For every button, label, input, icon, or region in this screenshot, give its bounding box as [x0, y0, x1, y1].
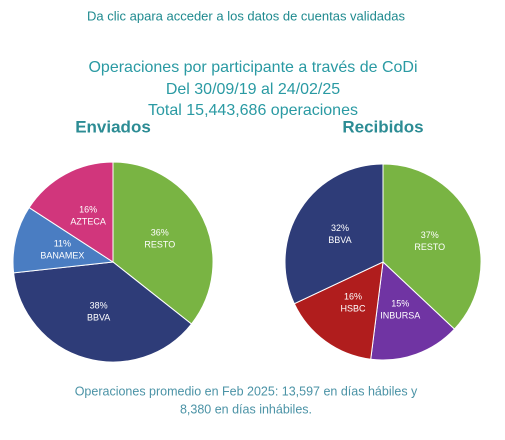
period: Del 30/09/19 al 24/02/25 — [166, 81, 340, 98]
slice-label: BBVA — [87, 312, 110, 322]
pie-title: Recibidos — [342, 117, 423, 136]
pie-slice — [28, 161, 114, 263]
pie-slice — [293, 261, 384, 360]
total: Total 15,443,686 operaciones — [148, 102, 358, 119]
slice-percent: 11% — [54, 238, 71, 248]
slice-label: BANAMEX — [40, 250, 84, 260]
pie-slice — [370, 260, 456, 361]
slice-label: BBVA — [328, 235, 351, 245]
slice-percent: 16% — [344, 292, 362, 302]
pie-slice — [382, 163, 482, 330]
slice-label: AZTECA — [70, 217, 106, 227]
slice-percent: 37% — [421, 230, 439, 240]
slice-label: RESTO — [414, 242, 445, 252]
slice-percent: 38% — [90, 300, 108, 310]
slice-label: HSBC — [341, 304, 367, 314]
pie-slice — [112, 161, 214, 325]
slice-percent: 36% — [151, 228, 169, 238]
slice-percent: 32% — [331, 223, 349, 233]
pie-slice — [13, 261, 193, 363]
slice-label: RESTO — [144, 240, 175, 250]
pie-slice — [284, 163, 384, 305]
footer-line: 8,380 en días inhábiles. — [180, 402, 312, 416]
slice-percent: 16% — [79, 205, 97, 215]
slice-label: INBURSA — [380, 310, 420, 320]
slice-percent: 15% — [391, 298, 409, 308]
pie-title: Enviados — [75, 117, 151, 136]
pie-slice — [12, 206, 115, 274]
footer-line: Operaciones promedio en Feb 2025: 13,597… — [75, 384, 418, 398]
data-link[interactable]: Da clic apara acceder a los datos de cue… — [87, 8, 405, 23]
title: Operaciones por participante a través de… — [88, 59, 417, 76]
